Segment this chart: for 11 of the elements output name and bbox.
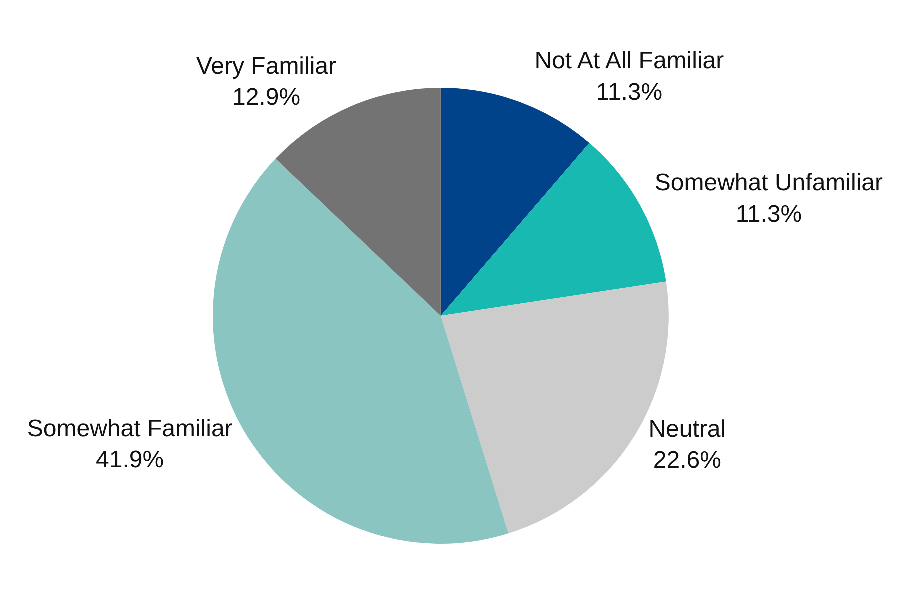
slice-label: Somewhat Unfamiliar: [654, 170, 883, 197]
pie-slice: [440, 88, 590, 316]
data-label: 12.9%: [232, 84, 301, 112]
slice-label: Very Familiar: [196, 52, 337, 80]
data-label: 11.3%: [596, 78, 663, 106]
slice-label: Not At All Familiar: [534, 48, 724, 75]
slice-label: Neutral: [648, 416, 726, 444]
data-label: 41.9%: [96, 446, 164, 474]
data-label: 11.3%: [736, 200, 802, 228]
slice-label: Somewhat Familiar: [27, 415, 233, 442]
data-label: 22.6%: [653, 447, 722, 474]
